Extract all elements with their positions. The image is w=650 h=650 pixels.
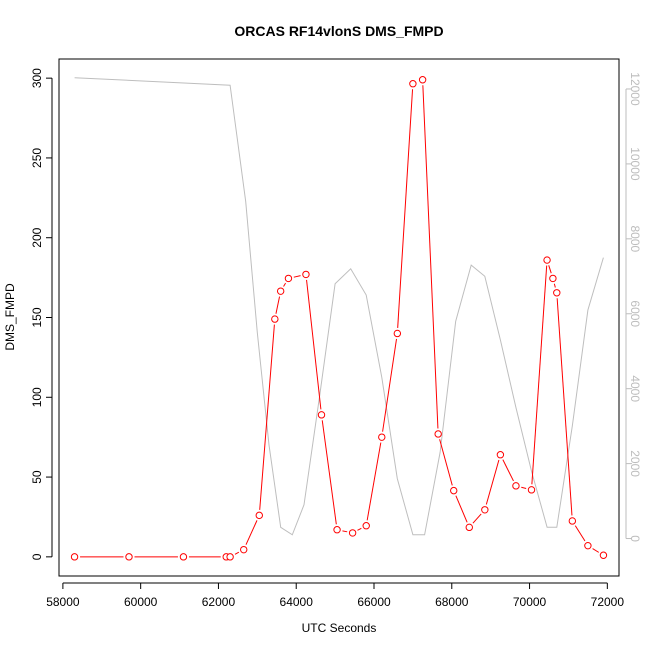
data-point [549, 274, 557, 283]
y-tick-label: 0 [30, 553, 44, 560]
data-point [240, 545, 248, 554]
data-point [527, 486, 536, 494]
data-point [317, 411, 326, 419]
series-segment-left [553, 283, 556, 288]
data-point [348, 529, 357, 537]
series-line-right [74, 77, 604, 536]
x-tick-label: 70000 [513, 595, 547, 609]
y2-tick-label: 10000 [628, 147, 642, 181]
x-tick-label: 60000 [124, 595, 158, 609]
series-segment-left [548, 265, 552, 274]
series-segment-left [455, 495, 468, 523]
x-tick-label: 58000 [46, 595, 80, 609]
series-segment-left [357, 527, 362, 531]
series-segment-left [321, 420, 337, 525]
data-point [496, 451, 505, 459]
series-segment-left [306, 279, 322, 410]
data-point [418, 76, 427, 84]
series-segment-left [283, 282, 287, 287]
data-point [226, 553, 234, 561]
x-tick-label: 64000 [280, 595, 314, 609]
x-tick-label: 62000 [202, 595, 236, 609]
series-segment-left [592, 548, 600, 553]
data-point [481, 506, 489, 514]
x-tick-label: 66000 [357, 595, 391, 609]
series-segment-left [275, 296, 281, 314]
data-point [125, 553, 133, 561]
series-segment-left [502, 459, 514, 482]
series-right-axis [74, 77, 604, 536]
data-point [393, 329, 402, 338]
y2-tick-label: 12000 [628, 72, 642, 106]
y2-tick-label: 8000 [628, 225, 642, 252]
x-tick-label: 68000 [435, 595, 469, 609]
data-point [568, 517, 577, 525]
data-point [584, 541, 592, 550]
series-segment-left [293, 275, 301, 278]
data-point [450, 486, 458, 495]
data-point [512, 482, 520, 490]
chart-title: ORCAS RF14vlonS DMS_FMPD [234, 23, 443, 39]
data-point [362, 522, 370, 530]
data-point [271, 315, 279, 323]
y-tick-label: 200 [30, 227, 44, 247]
series-segment-left [485, 459, 500, 505]
data-point [70, 553, 79, 561]
data-point [284, 274, 293, 283]
y-tick-label: 250 [30, 148, 44, 168]
y-tick-label: 150 [30, 307, 44, 327]
y-tick-label: 300 [30, 68, 44, 88]
series-segment-left [234, 551, 240, 555]
data-point [276, 287, 285, 295]
data-point [553, 289, 561, 297]
x-axis-label: UTC Seconds [302, 621, 377, 635]
y2-tick-label: 4000 [628, 375, 642, 402]
y-axis-label: DMS_FMPD [3, 283, 17, 351]
series-segment-left [259, 324, 275, 510]
series-segment-left [531, 265, 548, 485]
y-tick-label: 50 [30, 470, 44, 484]
series-segment-left [342, 530, 348, 533]
axes: 58000 60000 62000 64000 66000 68000 70000 72000… [30, 68, 642, 609]
series-segment-left [472, 513, 482, 524]
data-point [543, 256, 551, 264]
series-segment-left [556, 298, 573, 516]
data-point [333, 526, 341, 534]
series-segment-left [397, 89, 414, 328]
data-point [302, 270, 310, 279]
data-point [409, 80, 417, 88]
data-point [465, 523, 473, 532]
series-segment-left [366, 442, 382, 521]
data-point [434, 430, 442, 438]
series-segment-left [574, 525, 586, 542]
series-segment-left [439, 439, 453, 486]
data-point [255, 511, 263, 520]
data-point [179, 553, 188, 561]
y2-tick-label: 6000 [628, 300, 642, 327]
y2-tick-label: 2000 [628, 450, 642, 477]
series-segment-left [245, 520, 258, 545]
series-segment-left [521, 486, 527, 489]
series-segment-left [382, 338, 398, 432]
plot-frame [58, 58, 620, 577]
x-tick-label: 72000 [591, 595, 625, 609]
y-tick-label: 100 [30, 387, 44, 407]
y2-tick-label: 0 [628, 535, 642, 542]
data-point [378, 433, 386, 441]
series-left-axis [70, 76, 608, 561]
series-segment-left [422, 85, 439, 429]
data-point [599, 551, 608, 559]
